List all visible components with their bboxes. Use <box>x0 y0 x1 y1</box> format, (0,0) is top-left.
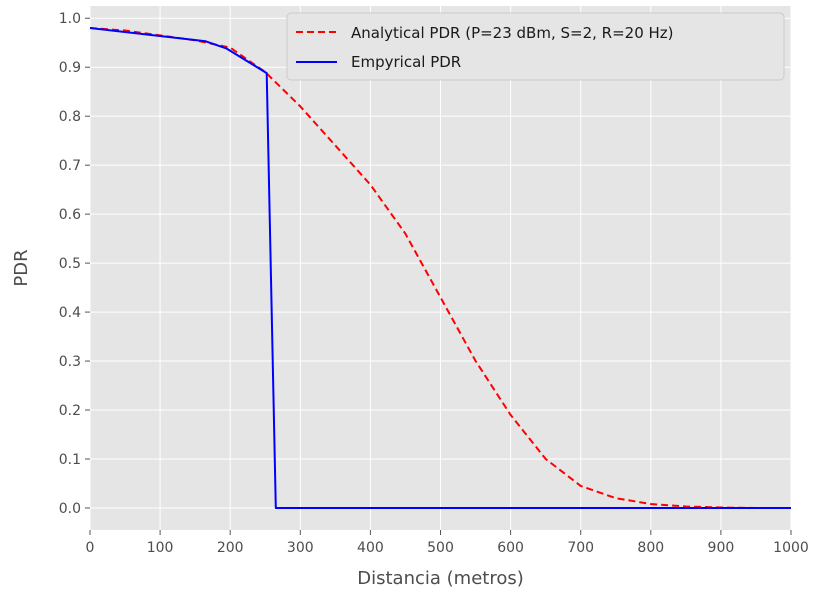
x-tick-label: 100 <box>147 540 174 556</box>
x-tick-label: 200 <box>217 540 244 556</box>
x-axis-ticks: 0 100 200 300 400 500 600 700 800 900 1000 <box>86 530 809 556</box>
series-lines <box>89 27 791 509</box>
y-tick-label: 0.6 <box>59 207 81 223</box>
x-tick-label: 1000 <box>773 540 809 556</box>
legend-label-empirical: Empyrical PDR <box>351 53 461 71</box>
y-tick-label: 0.2 <box>59 403 81 419</box>
y-tick-label: 0.0 <box>59 501 81 517</box>
y-tick-label: 0.9 <box>59 60 81 76</box>
y-tick-label: 0.7 <box>59 158 81 174</box>
legend: Analytical PDR (P=23 dBm, S=2, R=20 Hz) … <box>286 12 785 81</box>
y-tick-label: 0.1 <box>59 452 81 468</box>
x-tick-label: 0 <box>86 540 95 556</box>
x-tick-label: 300 <box>287 540 314 556</box>
x-tick-label: 500 <box>427 540 454 556</box>
y-tick-label: 0.5 <box>59 256 81 272</box>
x-tick-label: 400 <box>357 540 384 556</box>
x-tick-label: 800 <box>637 540 664 556</box>
y-tick-label: 0.8 <box>59 109 81 125</box>
x-tick-label: 700 <box>567 540 594 556</box>
y-axis-title: PDR <box>11 249 32 286</box>
legend-box <box>286 12 785 81</box>
series-line-empirical <box>89 27 791 509</box>
series-line-analytical <box>89 27 791 509</box>
y-tick-label: 1.0 <box>59 11 81 27</box>
legend-label-analytical: Analytical PDR (P=23 dBm, S=2, R=20 Hz) <box>351 24 674 42</box>
y-tick-label: 0.4 <box>59 305 81 321</box>
x-axis-title: Distancia (metros) <box>357 568 524 589</box>
y-axis-ticks: 0.0 0.1 0.2 0.3 0.4 0.5 0.6 0.7 0.8 0.9 1.0 <box>59 11 90 517</box>
x-tick-label: 600 <box>497 540 524 556</box>
x-tick-label: 900 <box>708 540 735 556</box>
y-tick-label: 0.3 <box>59 354 81 370</box>
